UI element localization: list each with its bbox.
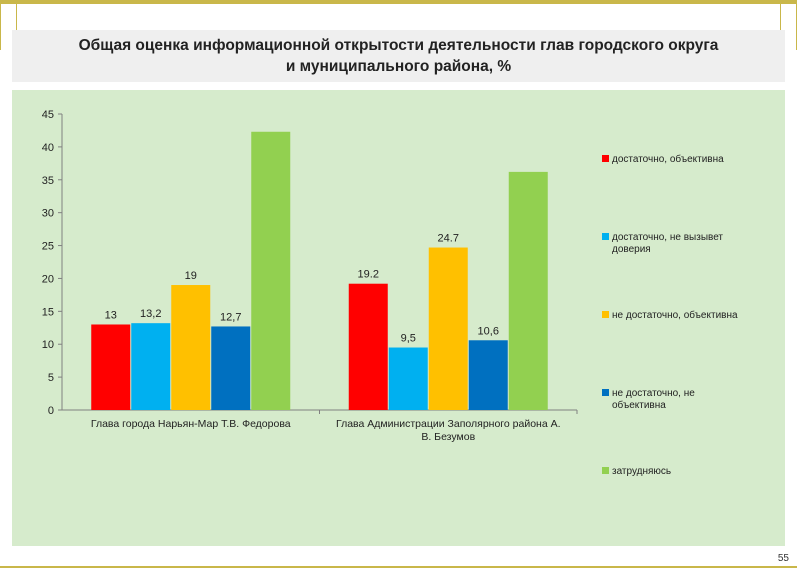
y-tick-label: 20 <box>42 273 54 285</box>
legend-swatch <box>602 233 609 240</box>
bar <box>428 247 468 410</box>
slide-frame-line <box>0 0 1 50</box>
data-label: 19 <box>185 270 197 282</box>
legend-label: не достаточно, не объективна <box>612 388 695 411</box>
legend-label: затрудняюсь <box>612 466 671 477</box>
slide-bottom-border <box>0 566 797 568</box>
y-tick-label: 30 <box>42 208 54 220</box>
slide-frame-line <box>16 0 17 36</box>
bar <box>131 323 171 410</box>
bar <box>468 340 508 410</box>
y-tick-label: 45 <box>42 109 54 121</box>
bar <box>171 285 211 410</box>
data-label: 12,7 <box>220 311 241 323</box>
legend-swatch <box>602 467 609 474</box>
bar <box>251 131 291 410</box>
legend-label: не достаточно, объективна <box>612 309 738 321</box>
legend-label: достаточно, объективна <box>612 153 724 165</box>
bar <box>348 283 388 410</box>
bar <box>91 324 131 410</box>
legend-label: достаточно, не вызывет доверия <box>612 232 723 255</box>
bar <box>508 171 548 410</box>
data-label: 24.7 <box>438 233 459 245</box>
slide-title: Общая оценка информационной открытости д… <box>78 37 719 75</box>
data-label: 13 <box>105 309 117 321</box>
data-label: 13,2 <box>140 308 161 320</box>
legend-swatch <box>602 311 609 318</box>
legend-swatch <box>602 155 609 162</box>
bar-chart: 0 5 10 15 20 25 30 35 40 45 13 13,2 19 12,7 Глава горо… <box>42 109 738 477</box>
y-tick-label: 25 <box>42 241 54 253</box>
y-tick-label: 5 <box>48 372 54 384</box>
y-tick-label: 0 <box>48 405 54 417</box>
slide-top-border <box>0 0 797 4</box>
slide-title-box: Общая оценка информационной открытости д… <box>12 30 785 82</box>
page-number: 55 <box>777 553 789 564</box>
bar <box>211 326 251 410</box>
data-label: 10,6 <box>478 325 499 337</box>
data-label: 9,5 <box>401 333 416 345</box>
legend-swatch <box>602 389 609 396</box>
y-tick-label: 35 <box>42 175 54 187</box>
y-tick-label: 15 <box>42 306 54 318</box>
data-label: 19.2 <box>358 269 379 281</box>
chart-area: 0 5 10 15 20 25 30 35 40 45 13 13,2 19 12,7 Глава горо… <box>12 90 785 546</box>
y-tick-label: 40 <box>42 142 54 154</box>
y-tick-label: 10 <box>42 339 54 351</box>
slide-frame-line <box>780 0 781 36</box>
category-label: Глава города Нарьян-Мар Т.В. Федорова <box>91 418 291 430</box>
bar <box>388 347 428 410</box>
category-label: Глава Администрации Заполярного района А… <box>336 418 561 443</box>
